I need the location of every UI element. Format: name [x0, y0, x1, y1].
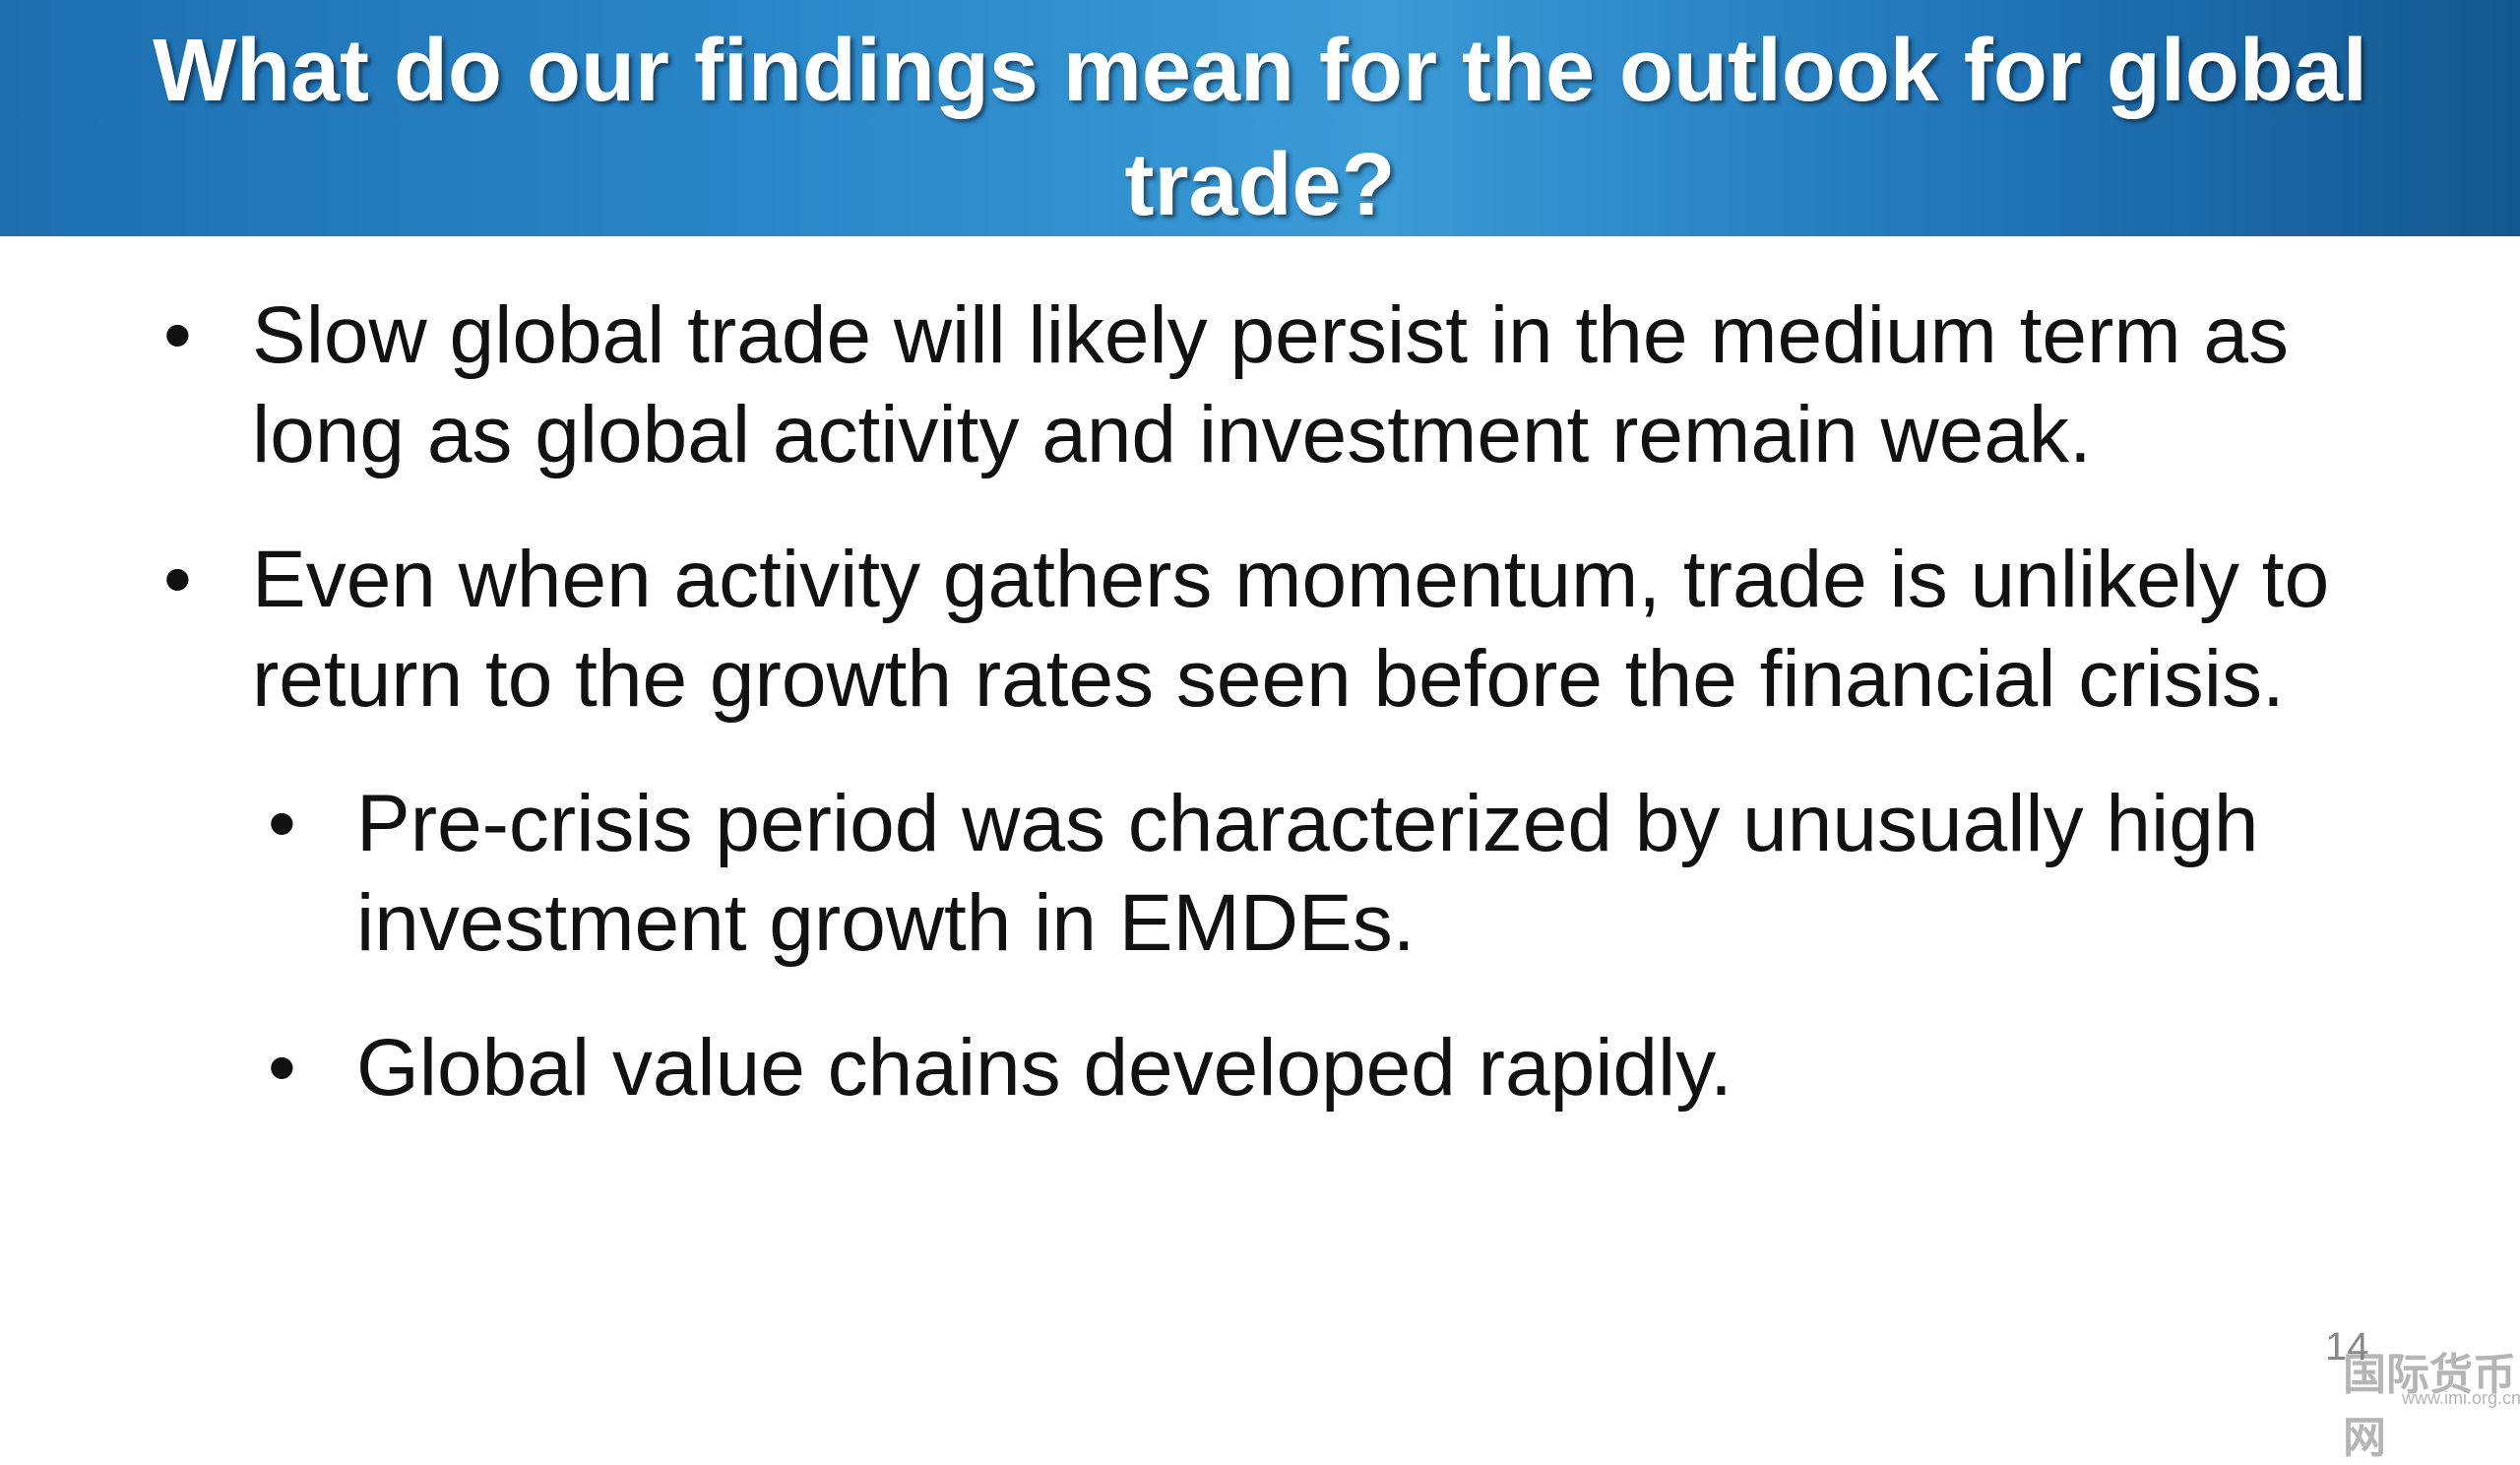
slide-title: What do our findings mean for the outloo…: [153, 22, 2367, 234]
page-number: 14: [2325, 1325, 2369, 1369]
sub-bullet: Pre-crisis period was characterized by u…: [268, 774, 2384, 973]
slide: What do our findings mean for the outloo…: [0, 0, 2520, 1418]
bullet-list: Slow global trade will likely persist in…: [0, 286, 2520, 1163]
bullet: Even when activity gathers momentum, tra…: [163, 530, 2418, 729]
bullet: Slow global trade will likely persist in…: [163, 286, 2418, 484]
sub-bullet: Global value chains developed rapidly.: [268, 1018, 2384, 1117]
watermark-url: www.imi.org.cn: [2402, 1388, 2520, 1408]
header-banner: What do our findings mean for the outloo…: [0, 0, 2520, 236]
